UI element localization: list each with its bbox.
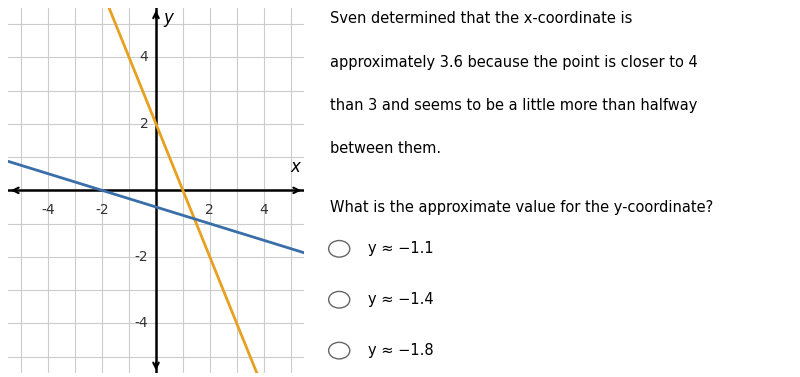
Text: between them.: between them. [330,141,441,156]
Text: 2: 2 [140,117,149,131]
Text: than 3 and seems to be a little more than halfway: than 3 and seems to be a little more tha… [330,98,697,113]
Text: What is the approximate value for the y-coordinate?: What is the approximate value for the y-… [330,200,713,215]
Text: y ≈ −1.8: y ≈ −1.8 [368,343,434,358]
Text: -4: -4 [42,203,55,217]
Text: y ≈ −1.4: y ≈ −1.4 [368,292,434,307]
Text: -4: -4 [135,316,149,330]
Text: -2: -2 [135,250,149,264]
Text: x: x [290,158,300,176]
Text: Sven determined that the x-coordinate is: Sven determined that the x-coordinate is [330,11,632,26]
Text: y: y [163,9,174,27]
Text: y ≈ −1.1: y ≈ −1.1 [368,241,434,256]
Text: 4: 4 [140,51,149,64]
Text: 4: 4 [259,203,268,217]
Text: approximately 3.6 because the point is closer to 4: approximately 3.6 because the point is c… [330,55,698,70]
Text: 2: 2 [206,203,214,217]
Text: -2: -2 [95,203,109,217]
